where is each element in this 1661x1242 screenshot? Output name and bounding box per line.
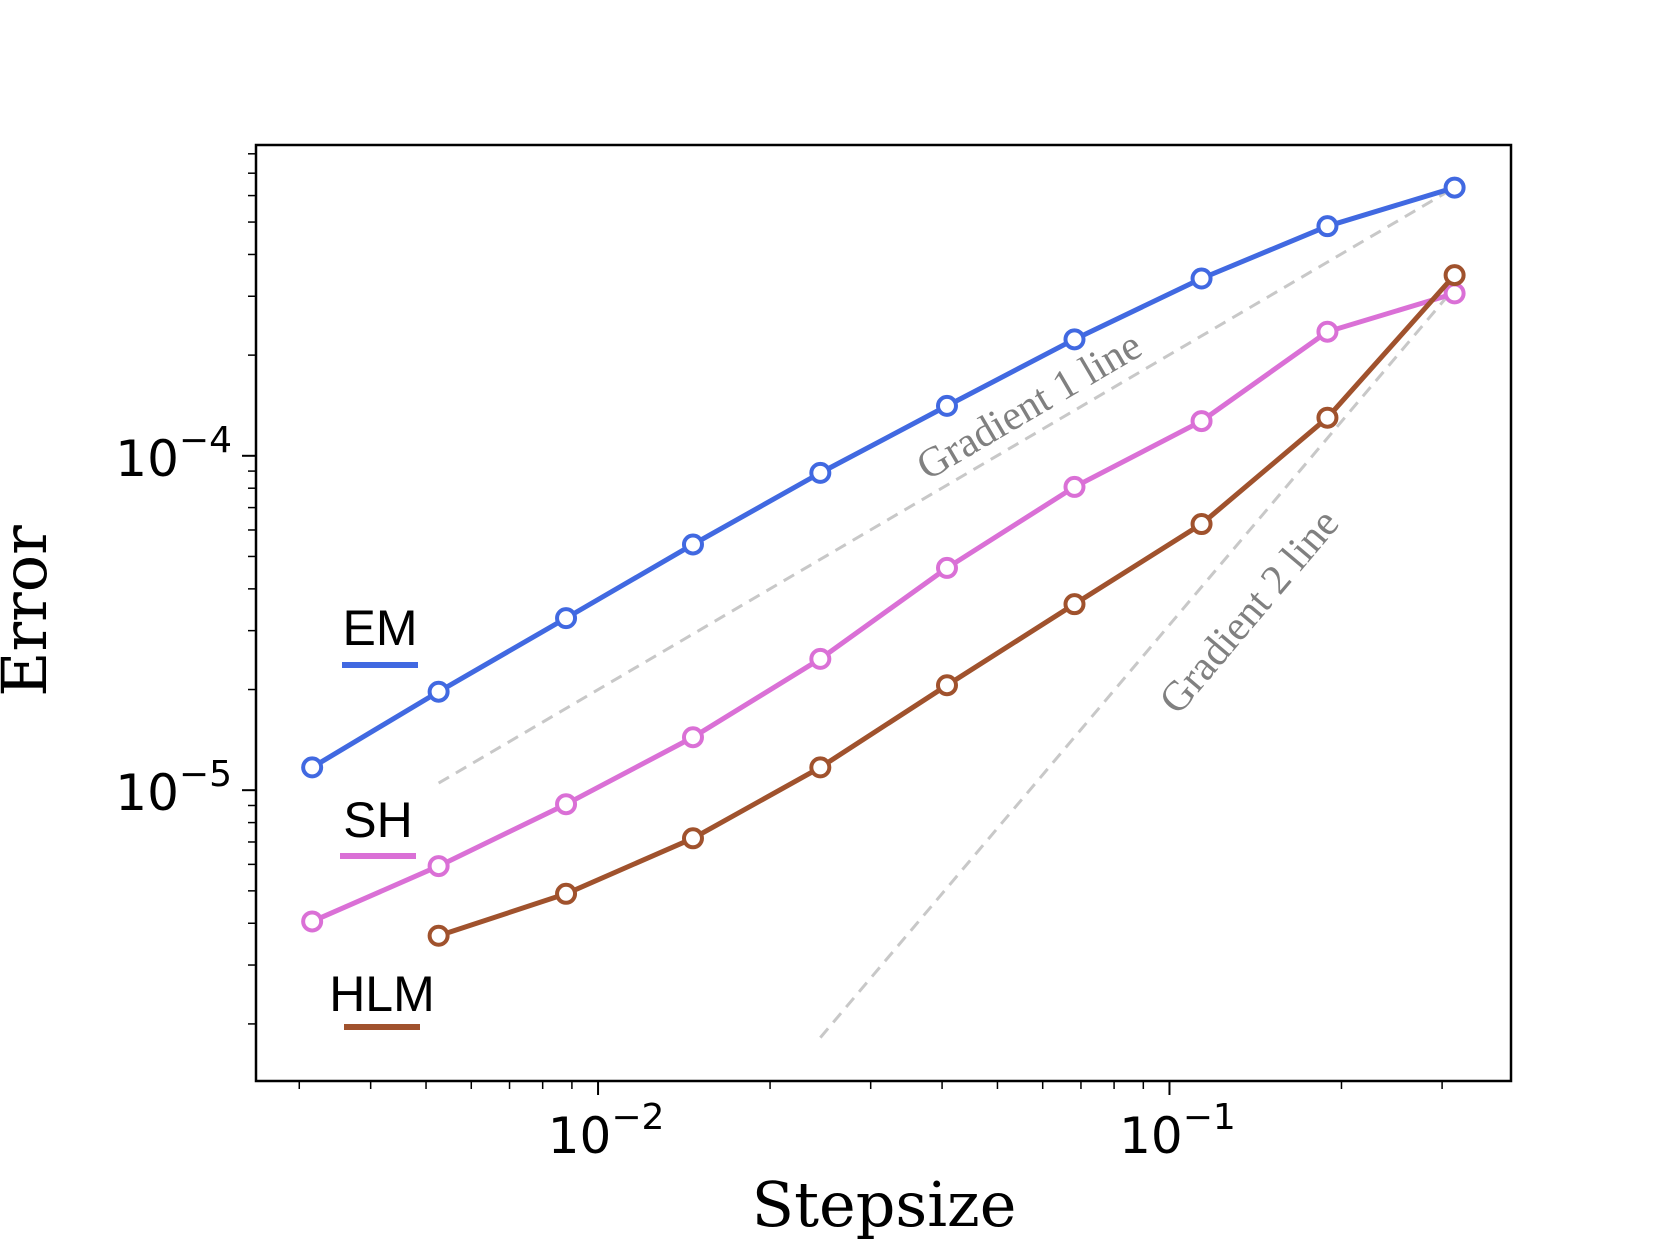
marker: [301, 910, 324, 933]
marker: [935, 394, 958, 417]
marker: [1190, 513, 1213, 536]
marker: [1443, 176, 1466, 199]
marker: [809, 461, 832, 484]
marker: [427, 680, 450, 703]
marker: [427, 855, 450, 878]
tick-label: 10−2: [548, 1097, 665, 1165]
marker: [809, 647, 832, 670]
marker: [1316, 215, 1339, 238]
tick-base: 10: [1119, 1107, 1183, 1165]
marker: [1063, 328, 1086, 351]
tick-exponent: −5: [179, 754, 232, 795]
tick-label: 10−5: [115, 754, 232, 822]
marker: [427, 924, 450, 947]
marker: [1190, 410, 1213, 433]
plot-frame: [254, 143, 1513, 1083]
marker: [681, 533, 704, 556]
tick-base: 10: [115, 764, 179, 822]
tick-label: 10−1: [1119, 1097, 1236, 1165]
tick-exponent: −2: [611, 1097, 664, 1138]
marker: [935, 556, 958, 579]
marker: [935, 674, 958, 697]
marker: [1063, 593, 1086, 616]
series-line: [310, 185, 1456, 770]
legend-label: EM: [343, 600, 418, 656]
marker: [681, 726, 704, 749]
reference-line: [819, 286, 1456, 1039]
tick-exponent: −1: [1183, 1097, 1236, 1138]
tick-exponent: −4: [179, 420, 232, 461]
marker: [1063, 475, 1086, 498]
marker: [1443, 264, 1466, 287]
reference-line: [437, 186, 1456, 785]
y-axis-label: Error: [0, 525, 61, 697]
reference-label: Gradient 2 line: [1151, 501, 1349, 723]
x-axis-label: Stepsize: [752, 1168, 1017, 1241]
tick-label: 10−4: [115, 420, 232, 488]
legend-label: SH: [343, 792, 412, 848]
tick-base: 10: [115, 429, 179, 487]
marker: [1316, 320, 1339, 343]
marker: [1443, 282, 1466, 305]
marker: [1316, 406, 1339, 429]
marker: [555, 607, 578, 630]
series-line: [311, 290, 1456, 924]
tick-base: 10: [548, 1107, 612, 1165]
marker: [301, 756, 324, 779]
marker: [555, 793, 578, 816]
marker: [555, 882, 578, 905]
marker: [809, 756, 832, 779]
marker: [681, 827, 704, 850]
marker: [1190, 267, 1213, 290]
legend-label: HLM: [329, 966, 435, 1022]
